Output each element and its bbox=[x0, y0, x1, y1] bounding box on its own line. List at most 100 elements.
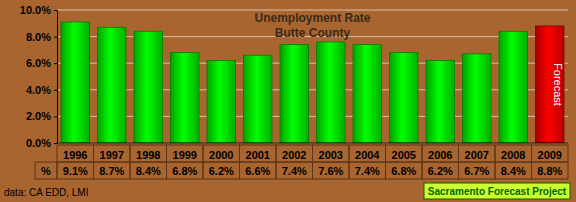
bar bbox=[426, 61, 454, 143]
tick: 0.0% bbox=[26, 137, 57, 149]
grid bbox=[57, 10, 568, 143]
tick: 2002 bbox=[282, 146, 306, 161]
tick: 2005 bbox=[392, 146, 416, 161]
bar bbox=[317, 42, 345, 143]
table-cell bbox=[57, 145, 94, 162]
source-note: data: CA EDD, LMI bbox=[4, 187, 88, 198]
axis-line bbox=[58, 146, 569, 147]
tick-label: 2000 bbox=[209, 149, 233, 161]
tick: 8.0% bbox=[26, 31, 57, 43]
tick-label: 1998 bbox=[136, 149, 160, 161]
table-cell bbox=[349, 145, 386, 162]
tick-label: 0.0% bbox=[26, 137, 51, 149]
tick-label: 10.0% bbox=[20, 4, 51, 16]
table-cell bbox=[94, 145, 131, 162]
tick: 2001 bbox=[246, 146, 270, 161]
table-cell bbox=[532, 162, 569, 179]
x-axis: 1996199719981999200020012002200320042005… bbox=[58, 146, 569, 161]
tick-label: 2008 bbox=[501, 149, 525, 161]
data-label: 6.7% bbox=[464, 165, 489, 177]
bar bbox=[61, 22, 89, 143]
data-label: 7.6% bbox=[318, 165, 343, 177]
tick-label: 1996 bbox=[63, 149, 87, 161]
y-axis: 0.0% 2.0% 4.0% 6.0% 8.0% 10.0% bbox=[20, 4, 58, 149]
data-label: 6.6% bbox=[245, 165, 270, 177]
data-label: 8.4% bbox=[501, 165, 526, 177]
bar bbox=[353, 45, 381, 143]
tick-label: 2003 bbox=[319, 149, 343, 161]
tick: 2007 bbox=[465, 146, 489, 161]
credit: Sacramento Forecast Project bbox=[428, 186, 567, 197]
bar bbox=[244, 55, 272, 143]
tick: 2.0% bbox=[26, 110, 57, 122]
table-cell bbox=[459, 145, 496, 162]
bar bbox=[536, 26, 564, 143]
table-cell bbox=[203, 145, 240, 162]
tick-mark bbox=[54, 10, 57, 11]
data-label: 7.4% bbox=[355, 165, 380, 177]
data-label: 8.8% bbox=[537, 165, 562, 177]
tick: 2006 bbox=[428, 146, 452, 161]
table-cell bbox=[459, 162, 496, 179]
table-cell bbox=[167, 145, 204, 162]
table-cell bbox=[240, 162, 277, 179]
table-cell bbox=[130, 162, 167, 179]
tick-label: 1999 bbox=[173, 149, 197, 161]
chart: Unemployment RateButte County Forecast 0.0… bbox=[0, 0, 576, 202]
tick-label: 2002 bbox=[282, 149, 306, 161]
tick-label: 2009 bbox=[538, 149, 562, 161]
tick: 2009 bbox=[538, 146, 562, 161]
tick: 2000 bbox=[209, 146, 233, 161]
bar bbox=[98, 27, 126, 143]
subtitle: Butte County bbox=[275, 26, 351, 40]
tick-mark bbox=[54, 116, 57, 117]
tick-label: 2001 bbox=[246, 149, 270, 161]
title: Unemployment Rate bbox=[254, 11, 370, 25]
axis-line bbox=[54, 11, 58, 144]
table-cell bbox=[276, 162, 313, 179]
tick: 1996 bbox=[63, 146, 87, 161]
tick-label: 6.0% bbox=[26, 57, 51, 69]
tick-label: 2007 bbox=[465, 149, 489, 161]
table-cell bbox=[386, 162, 423, 179]
table-cell bbox=[240, 145, 277, 162]
table-cell bbox=[167, 162, 204, 179]
tick-mark bbox=[54, 90, 57, 91]
data-label: 6.2% bbox=[428, 165, 453, 177]
data-label: 7.4% bbox=[282, 165, 307, 177]
data-label: 9.1% bbox=[63, 165, 88, 177]
table-cell bbox=[532, 145, 569, 162]
table-cell bbox=[386, 145, 423, 162]
table-cell bbox=[313, 145, 350, 162]
data-table: %9.1%8.7%8.4%6.8%6.2%6.6%7.4%7.6%7.4%6.8… bbox=[35, 145, 568, 179]
tick: 1998 bbox=[136, 146, 160, 161]
tick: 2004 bbox=[355, 146, 380, 161]
tick: 4.0% bbox=[26, 84, 57, 96]
tick-mark bbox=[54, 143, 57, 144]
row-header: % bbox=[41, 165, 51, 177]
table-cell bbox=[203, 162, 240, 179]
table-cell bbox=[422, 162, 459, 179]
data-label: 6.2% bbox=[209, 165, 234, 177]
tick-mark bbox=[54, 37, 57, 38]
tick-label: 2006 bbox=[428, 149, 452, 161]
bar bbox=[134, 31, 162, 143]
table-cell bbox=[349, 162, 386, 179]
table-cell bbox=[276, 145, 313, 162]
tick: 2008 bbox=[501, 146, 525, 161]
bar bbox=[499, 31, 527, 143]
tick: 1999 bbox=[173, 146, 197, 161]
table-cell bbox=[495, 145, 532, 162]
credit-box bbox=[424, 183, 570, 199]
table-cell bbox=[57, 162, 94, 179]
annotation: Forecast bbox=[552, 63, 564, 106]
tick: 10.0% bbox=[20, 4, 57, 16]
bar bbox=[390, 53, 418, 143]
bars bbox=[61, 22, 564, 143]
grid-line bbox=[57, 143, 568, 144]
bar bbox=[171, 53, 199, 143]
tick-label: 2.0% bbox=[26, 110, 51, 122]
tick-label: 4.0% bbox=[26, 84, 51, 96]
table-cell bbox=[130, 145, 167, 162]
tick-label: 2004 bbox=[355, 149, 380, 161]
